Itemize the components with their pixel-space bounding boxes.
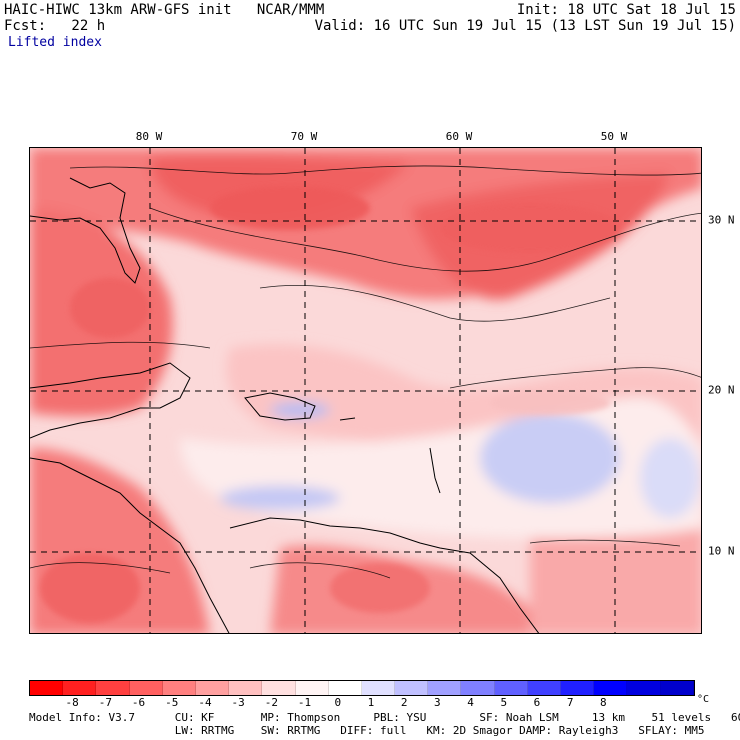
colorbar-box	[129, 681, 163, 695]
lat-label-10n: 10 N	[708, 544, 735, 558]
colorbar-box	[229, 681, 263, 695]
colorbar-box	[428, 681, 462, 695]
contour-1	[69, 165, 701, 176]
colorbar-unit: °C	[697, 694, 710, 705]
hispaniola-coast	[244, 392, 316, 421]
contour-6	[30, 562, 171, 574]
valid-time: Valid: 16 UTC Sun 19 Jul 15 (13 LST Sun …	[314, 18, 736, 34]
lat-label-30n: 30 N	[708, 213, 735, 227]
red-patch-3	[70, 278, 150, 338]
colorbar-box	[461, 681, 495, 695]
colorbar-tick-label: 7	[566, 696, 574, 709]
red-patch-4	[40, 553, 140, 623]
lon-label-70w: 70 W	[290, 130, 318, 143]
colorbar-box	[96, 681, 130, 695]
colorbar-tick-label: -5	[165, 696, 179, 709]
colorbar-box	[328, 681, 362, 695]
colorbar-tick-label: 2	[400, 696, 408, 709]
field-name: Lifted index	[8, 35, 102, 50]
colorbar-tick-label: -1	[297, 696, 312, 709]
east-blue-area	[480, 413, 620, 503]
colorbar-tick-label: -4	[198, 696, 212, 709]
red-patch-1	[210, 186, 370, 230]
colorbar-box	[660, 681, 694, 695]
red-patch-2	[440, 203, 620, 253]
header-title: HAIC-HIWC 13km ARW-GFS init NCAR/MMM	[4, 2, 325, 18]
colorbar-box	[527, 681, 561, 695]
colorbar-tick-label: -2	[264, 696, 278, 709]
contour-3	[259, 284, 611, 322]
colorbar-box	[162, 681, 196, 695]
map-canvas	[30, 148, 701, 633]
colorbar-tick-label: 0	[334, 696, 342, 709]
south-america-coast	[229, 517, 540, 633]
far-east-blue-area	[640, 438, 700, 518]
puerto-rico-coast	[339, 417, 356, 421]
colorbar	[29, 680, 695, 696]
colorbar-box	[262, 681, 296, 695]
contour-7	[249, 562, 391, 579]
model-info-line2: LW: RRTMG SW: RRTMG DIFF: full KM: 2D Sm…	[29, 724, 705, 737]
colorbar-box	[30, 681, 64, 695]
coastlines	[30, 177, 540, 633]
colorbar-tick-label: 5	[500, 696, 508, 709]
forecast-hour: Fcst: 22 h	[4, 18, 106, 34]
contour-lines	[30, 165, 701, 579]
contour-4	[30, 341, 211, 349]
colorbar-box	[395, 681, 429, 695]
contour-2	[149, 207, 701, 272]
colorbar-box	[594, 681, 628, 695]
colorbar-tick-label: -7	[98, 696, 112, 709]
colorbar-box	[195, 681, 230, 695]
us-gulf-coast	[30, 177, 141, 284]
colorbar-tick-label: 6	[533, 696, 541, 709]
red-patches	[40, 186, 620, 623]
init-time: Init: 18 UTC Sat 18 Jul 15	[516, 2, 736, 18]
colorbar-box	[494, 681, 528, 695]
colorbar-tick-label: 8	[600, 696, 607, 709]
cuba-yucatan-coast	[30, 362, 191, 439]
colorbar-tick-label: -8	[65, 696, 79, 709]
model-info-line1: Model Info: V3.7 CU: KF MP: Thompson PBL…	[29, 711, 740, 724]
caribbean-blue-area	[220, 486, 340, 510]
central-america-coast	[30, 457, 230, 633]
lat-lon-grid	[30, 148, 701, 633]
colorbar-tick-label: 4	[467, 696, 474, 709]
southeast-pink	[530, 528, 701, 633]
lesser-antilles	[429, 447, 441, 494]
lon-label-80w: 80 W	[135, 130, 163, 143]
lifted-index-map	[29, 147, 702, 634]
colorbar-tick-label: -3	[231, 696, 245, 709]
colorbar-tick-label: -6	[131, 696, 146, 709]
lat-label-20n: 20 N	[708, 383, 735, 397]
hispaniola-blue-area	[270, 402, 330, 418]
lon-label-50w: 50 W	[600, 130, 628, 143]
contour-5	[449, 367, 701, 389]
colorbar-box	[63, 681, 97, 695]
pink-patch-1	[490, 391, 610, 415]
colorbar-box	[361, 681, 396, 695]
colorbar-box	[295, 681, 329, 695]
lon-label-60w: 60 W	[445, 130, 473, 143]
colorbar-box	[561, 681, 595, 695]
red-patch-5	[330, 563, 430, 613]
contour-8	[529, 539, 681, 547]
colorbar-tick-label: 3	[434, 696, 441, 709]
colorbar-tick-label: 1	[367, 696, 375, 709]
colorbar-box	[627, 681, 661, 695]
